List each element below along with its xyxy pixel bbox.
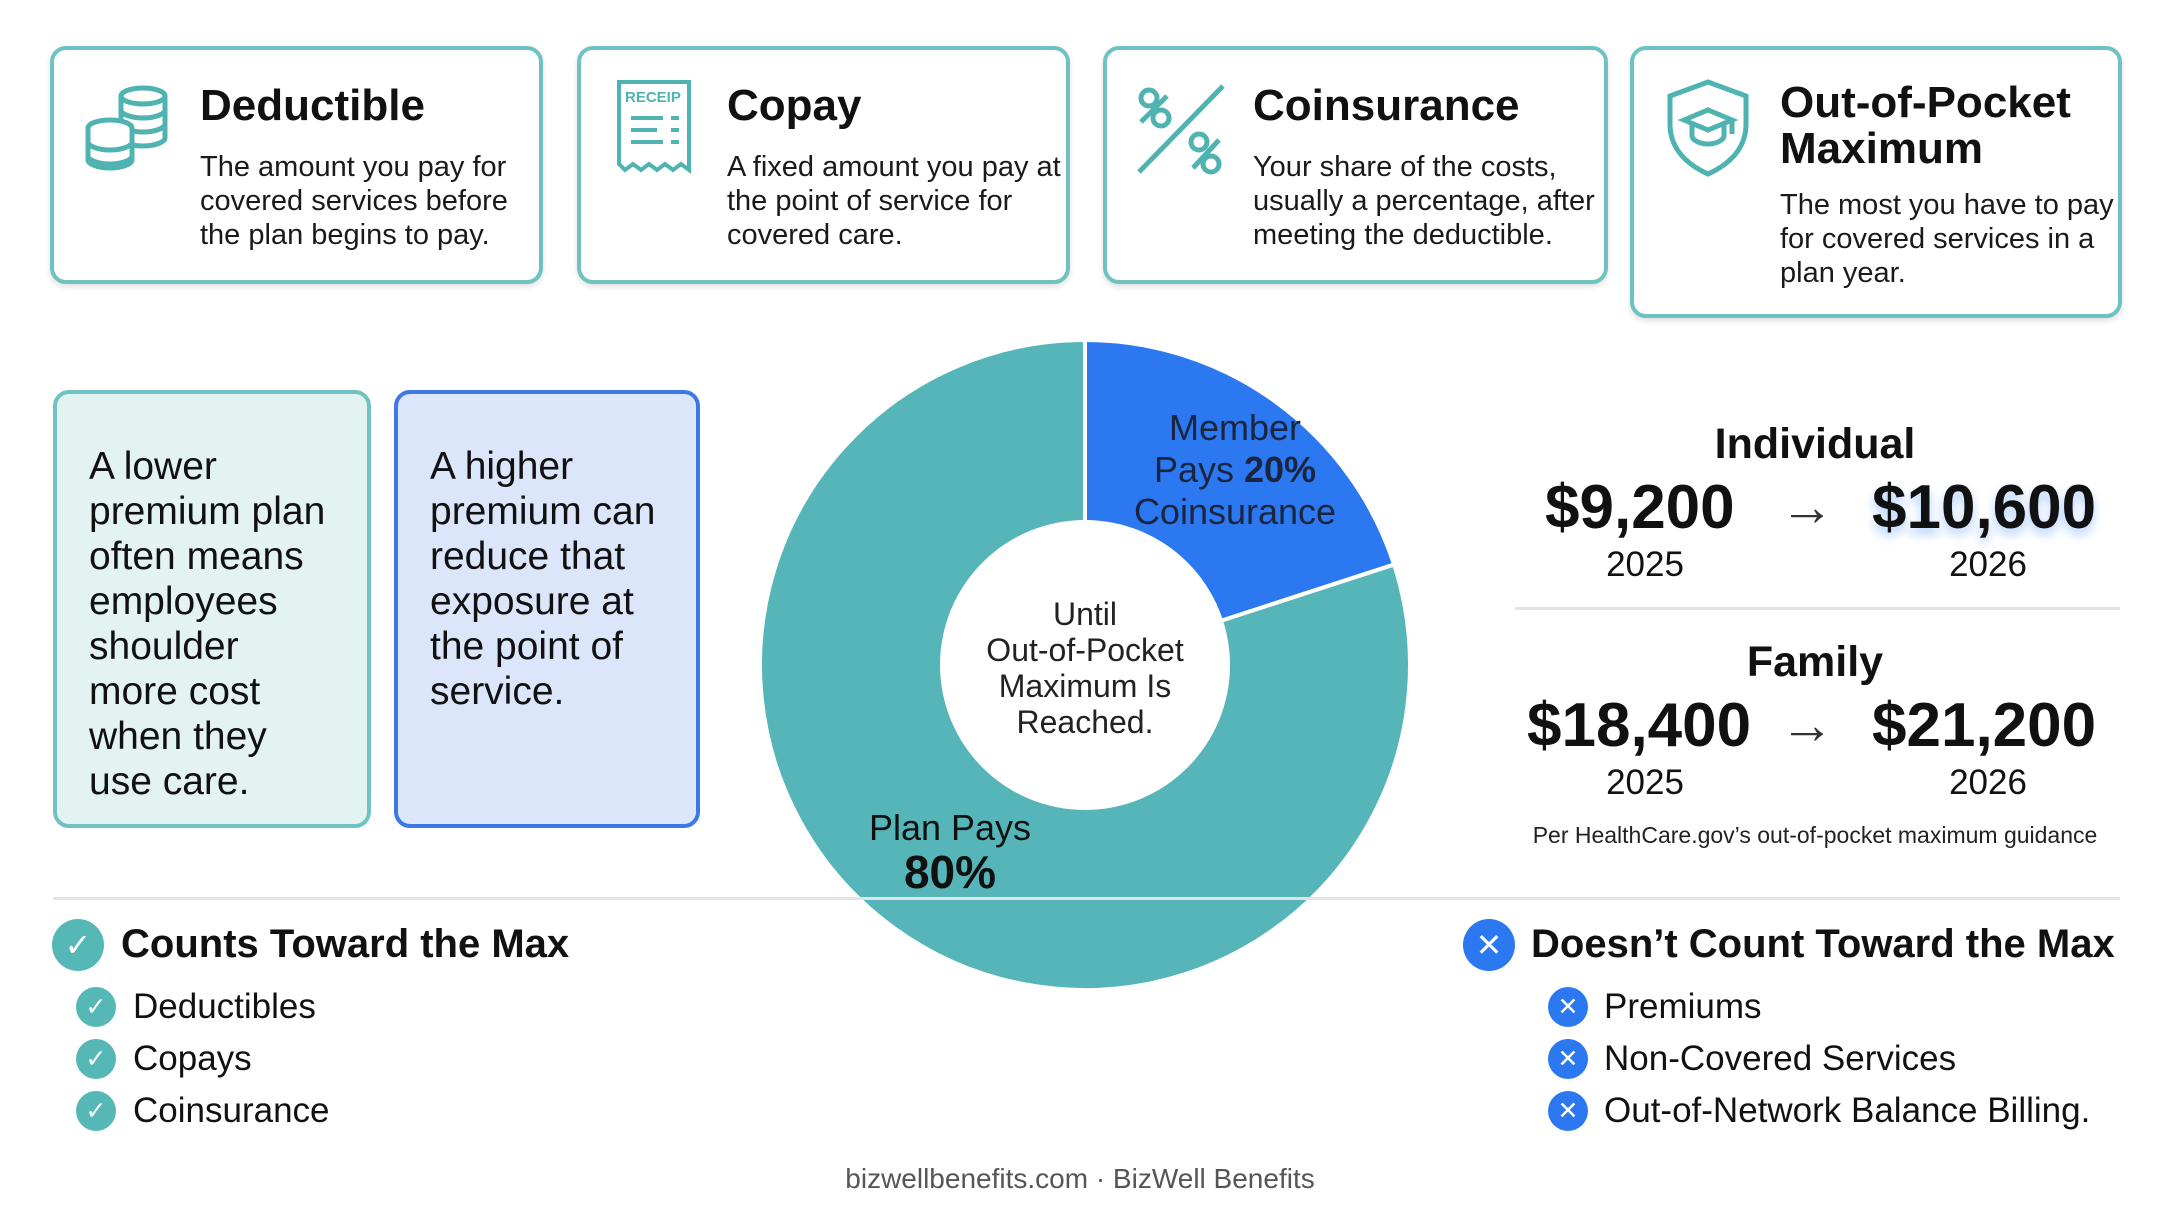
section-divider	[53, 897, 2120, 900]
individual-2025-year: 2025	[1606, 545, 1684, 584]
family-2026-year: 2026	[1949, 763, 2027, 802]
member-label-line1: Member	[1169, 407, 1301, 448]
not-counts-item: Out-of-Network Balance Billing.	[1604, 1091, 2091, 1130]
center-label-line1: Until	[1053, 596, 1117, 632]
individual-2026-year: 2026	[1949, 545, 2027, 584]
percent-icon	[1137, 84, 1225, 175]
coins-icon	[85, 85, 168, 171]
card-description: A fixed amount you pay at the point of s…	[727, 151, 1061, 251]
plan-label-pct: 80%	[904, 846, 996, 898]
x-icon: ✕	[1548, 1039, 1588, 1079]
lower-premium-note: A lower premium plan often means employe…	[53, 390, 371, 828]
counts-item: Coinsurance	[133, 1091, 330, 1130]
card-out-of-pocket-maximum: Out-of-Pocket Maximum The most you have …	[1630, 46, 2122, 318]
card-description: Your share of the costs, usually a perce…	[1253, 151, 1595, 251]
card-title: Coinsurance	[1253, 81, 1520, 130]
card-coinsurance: Coinsurance Your share of the costs, usu…	[1103, 46, 1608, 284]
center-label-line2: Out-of-Pocket	[986, 632, 1184, 668]
coinsurance-donut-chart: Member Pays 20% Coinsurance Plan Pays 80…	[760, 340, 1410, 990]
card-deductible: Deductible The amount you pay for covere…	[50, 46, 543, 284]
counts-item: Deductibles	[133, 987, 316, 1026]
x-icon: ✕	[1548, 1091, 1588, 1131]
card-description: The amount you pay for covered services …	[200, 151, 508, 251]
not-counts-item: Premiums	[1604, 987, 1762, 1026]
individual-2025-amount: $9,200	[1545, 473, 1735, 542]
member-label-line2: Pays 20%	[1154, 449, 1316, 490]
counts-item: Copays	[133, 1039, 252, 1078]
card-description: The most you have to pay for covered ser…	[1780, 189, 2114, 289]
card-title: Deductible	[200, 81, 425, 130]
card-title: Copay	[727, 81, 862, 130]
arrow-right-icon: →	[1780, 695, 1834, 755]
check-icon: ✓	[76, 1039, 116, 1079]
family-2026-amount: $21,200	[1872, 691, 2097, 760]
center-label-line4: Reached.	[1017, 704, 1154, 740]
family-2025-year: 2025	[1606, 763, 1684, 802]
footer: bizwellbenefits.com · BizWell Benefits	[845, 1163, 1315, 1194]
not-counts-title: Doesn’t Count Toward the Max	[1531, 922, 2115, 966]
higher-premium-note: A higher premium can reduce that exposur…	[394, 390, 700, 828]
counts-title: Counts Toward the Max	[121, 922, 570, 966]
arrow-right-icon: →	[1780, 477, 1834, 537]
check-icon: ✓	[76, 987, 116, 1027]
donut-hole	[940, 520, 1230, 810]
family-2025-amount: $18,400	[1527, 691, 1752, 760]
not-counts-item: Non-Covered Services	[1604, 1039, 1957, 1078]
card-title: Out-of-Pocket Maximum	[1780, 78, 2071, 173]
individual-title: Individual	[1714, 420, 1916, 468]
plan-label-line1: Plan Pays	[869, 807, 1031, 848]
shield-icon	[1667, 79, 1749, 177]
receipt-icon-text: RECEIP	[625, 89, 681, 106]
x-icon: ✕	[1548, 987, 1588, 1027]
card-copay: RECEIP Copay A fixed amount you pay at t…	[577, 46, 1070, 284]
center-label-line3: Maximum Is	[999, 668, 1171, 704]
check-circle-icon: ✓	[52, 919, 104, 971]
x-circle-icon: ✕	[1463, 919, 1515, 971]
source-note: Per HealthCare.gov’s out-of-pocket maxim…	[1532, 822, 2098, 848]
individual-2026-amount: $10,600	[1872, 473, 2097, 542]
oop-divider	[1515, 607, 2120, 610]
family-title: Family	[1746, 638, 1884, 686]
check-icon: ✓	[76, 1091, 116, 1131]
member-label-line3: Coinsurance	[1134, 491, 1336, 532]
receipt-icon: RECEIP	[617, 80, 691, 174]
